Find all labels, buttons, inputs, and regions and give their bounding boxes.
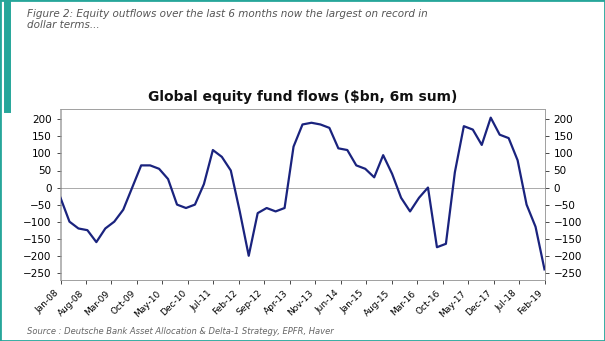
Text: Source : Deutsche Bank Asset Allocation & Delta-1 Strategy, EPFR, Haver: Source : Deutsche Bank Asset Allocation … [27, 327, 334, 336]
Text: Figure 2: Equity outflows over the last 6 months now the largest on record in
do: Figure 2: Equity outflows over the last … [27, 9, 428, 30]
Title: Global equity fund flows ($bn, 6m sum): Global equity fund flows ($bn, 6m sum) [148, 90, 457, 104]
